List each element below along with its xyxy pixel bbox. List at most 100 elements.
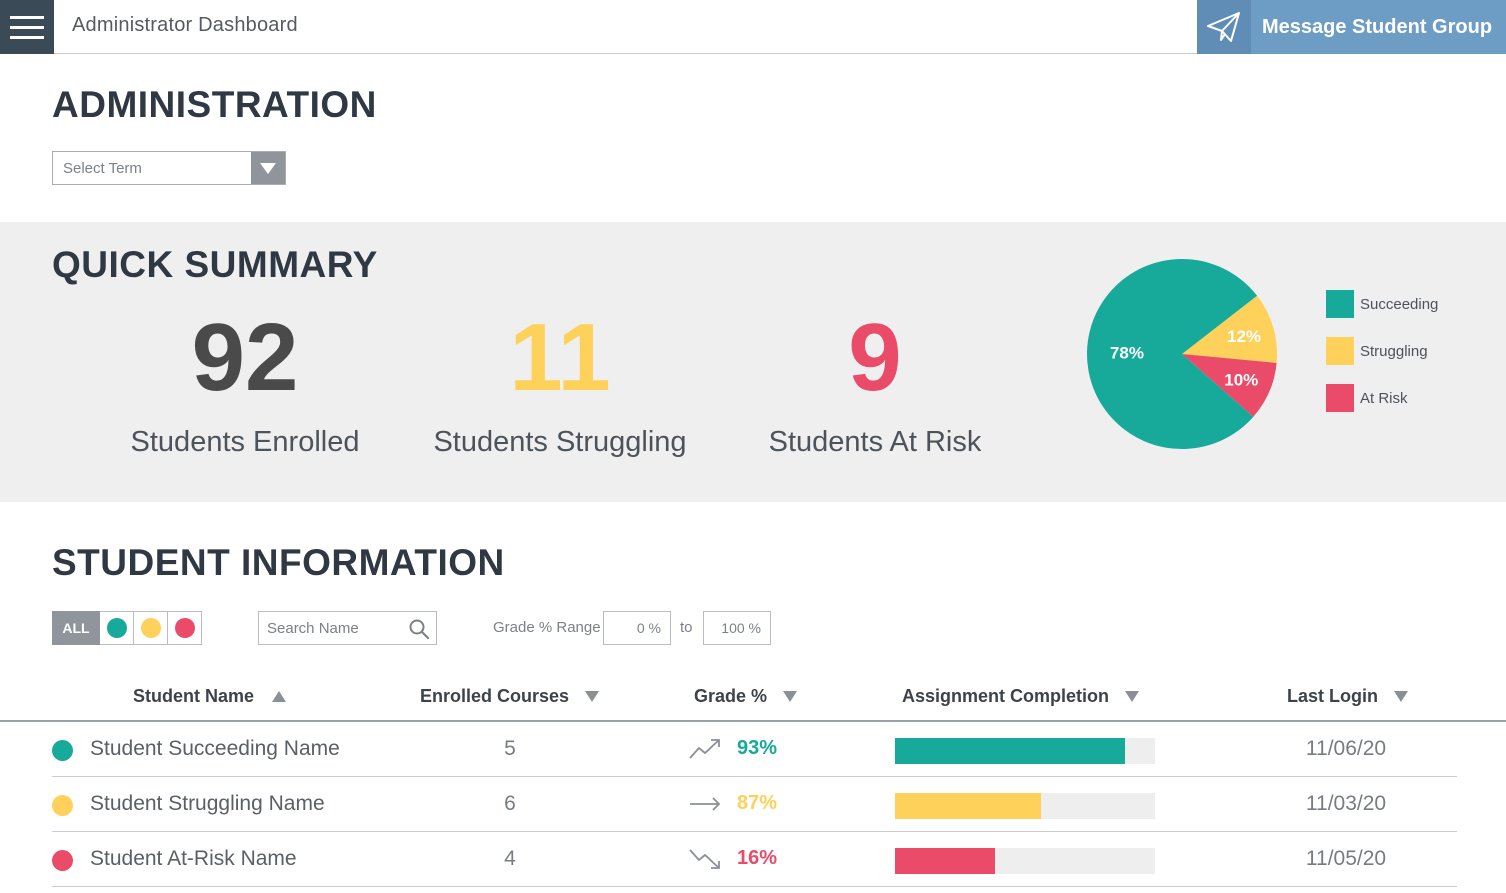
status-dot-icon (106, 618, 127, 638)
stat-label: Students Enrolled (130, 426, 360, 458)
legend-label: At Risk (1360, 389, 1408, 407)
table-row[interactable]: Student Succeeding Name 5 93% 11/06/20 (0, 722, 1506, 777)
legend-label: Struggling (1360, 342, 1428, 360)
row-divider (52, 776, 1457, 777)
stat-students-at-risk: 9 Students At Risk (765, 310, 985, 459)
filter-struggling-button[interactable] (134, 611, 168, 645)
pie-data-label: 12% (1227, 327, 1261, 346)
column-label: Last Login (1287, 686, 1378, 706)
search-name-field (258, 611, 437, 645)
trend-flat-icon (690, 797, 721, 811)
legend-swatch (1326, 384, 1354, 412)
stat-value: 11 (509, 304, 611, 411)
status-dot-icon (140, 618, 161, 638)
pie-data-label: 78% (1110, 343, 1144, 362)
search-input[interactable] (267, 620, 407, 637)
completion-bar (895, 793, 1155, 819)
status-dot-icon (52, 850, 73, 871)
student-name: Student Succeeding Name (90, 737, 340, 760)
quick-summary-panel: QUICK SUMMARY 92 Students Enrolled 11 St… (0, 222, 1506, 502)
trend-up-icon (689, 739, 720, 759)
sort-descending-icon (1125, 691, 1140, 702)
enrolled-courses: 5 (504, 737, 516, 760)
table-row[interactable]: Student Struggling Name 6 87% 11/03/20 (0, 777, 1506, 832)
filter-all-button[interactable]: ALL (52, 611, 100, 645)
row-divider (52, 831, 1457, 832)
pie-legend: Succeeding Struggling At Risk (1326, 290, 1438, 431)
paper-plane-icon (1197, 0, 1251, 54)
sort-descending-icon (585, 691, 600, 702)
grade-min-input[interactable]: 0 % (603, 611, 671, 645)
chevron-down-icon[interactable] (251, 152, 285, 184)
term-select[interactable]: Select Term (52, 151, 286, 185)
sort-descending-icon (1394, 691, 1408, 702)
grade-max-input[interactable]: 100 % (703, 611, 771, 645)
status-dot-icon (52, 795, 73, 816)
student-name: Student Struggling Name (90, 792, 325, 815)
enrolled-courses: 6 (504, 792, 516, 815)
completion-bar (895, 848, 1155, 874)
quick-summary-title: QUICK SUMMARY (52, 244, 378, 285)
last-login: 11/06/20 (1305, 737, 1387, 760)
stat-students-struggling: 11 Students Struggling (430, 310, 690, 459)
pie-data-label: 10% (1224, 371, 1258, 390)
status-filter-group: ALL (52, 611, 202, 645)
status-dot-icon (174, 618, 195, 638)
grade-percent: 93% (737, 737, 778, 759)
column-header-grade[interactable]: Grade % (694, 686, 798, 707)
stat-value: 92 (191, 304, 299, 411)
filter-at-risk-button[interactable] (168, 611, 202, 645)
legend-swatch (1326, 337, 1354, 365)
grade-percent: 87% (737, 792, 778, 814)
row-divider (52, 886, 1457, 887)
pie-slice-struggling (1182, 295, 1277, 363)
completion-bar-fill (895, 738, 1126, 764)
enrolled-courses: 4 (504, 847, 516, 870)
stat-students-enrolled: 92 Students Enrolled (130, 310, 360, 459)
legend-item-at-risk: At Risk (1326, 384, 1438, 412)
last-login: 11/05/20 (1305, 847, 1387, 870)
sort-ascending-icon (272, 691, 287, 702)
legend-item-struggling: Struggling (1326, 337, 1438, 365)
completion-bar (895, 738, 1155, 764)
column-header-enrolled-courses[interactable]: Enrolled Courses (420, 686, 600, 707)
last-login: 11/03/20 (1305, 792, 1387, 815)
completion-bar-fill (895, 848, 996, 874)
administration-title: ADMINISTRATION (52, 84, 377, 125)
legend-label: Succeeding (1360, 295, 1439, 313)
column-label: Enrolled Courses (420, 686, 570, 706)
filter-succeeding-button[interactable] (100, 611, 134, 645)
legend-item-succeeding: Succeeding (1326, 290, 1438, 318)
student-information-title: STUDENT INFORMATION (52, 542, 505, 583)
table-header-divider (0, 720, 1506, 722)
hamburger-menu-icon[interactable] (0, 0, 54, 54)
sort-descending-icon (783, 691, 798, 702)
top-bar: Administrator Dashboard Message Student … (0, 0, 1506, 54)
student-name: Student At-Risk Name (90, 847, 297, 870)
message-student-group-button[interactable]: Message Student Group (1197, 0, 1506, 54)
search-icon[interactable] (408, 618, 430, 640)
stat-label: Students At Risk (768, 426, 982, 458)
column-label: Student Name (133, 686, 255, 706)
pie-slice-succeeding (1087, 259, 1258, 449)
grade-range-label: Grade % Range (493, 619, 601, 636)
completion-bar-fill (895, 793, 1041, 819)
term-select-placeholder: Select Term (63, 160, 142, 177)
column-label: Grade % (694, 686, 768, 706)
trend-down-icon (689, 849, 720, 869)
table-row[interactable]: Student At-Risk Name 4 16% 11/05/20 (0, 832, 1506, 887)
status-dot-icon (52, 740, 73, 761)
message-button-label: Message Student Group (1262, 15, 1493, 38)
range-to-label: to (680, 619, 693, 636)
grade-percent: 16% (737, 847, 778, 869)
app-title: Administrator Dashboard (72, 14, 298, 36)
status-pie-chart: 78% 12% 10% (1087, 259, 1277, 449)
column-header-assignment-completion[interactable]: Assignment Completion (902, 686, 1140, 707)
column-label: Assignment Completion (902, 686, 1110, 706)
pie-slice-at-risk (1182, 354, 1277, 417)
stat-value: 9 (848, 304, 902, 411)
legend-swatch (1326, 290, 1354, 318)
stat-label: Students Struggling (433, 426, 687, 458)
column-header-last-login[interactable]: Last Login (1287, 686, 1408, 707)
column-header-student-name[interactable]: Student Name (133, 686, 287, 707)
